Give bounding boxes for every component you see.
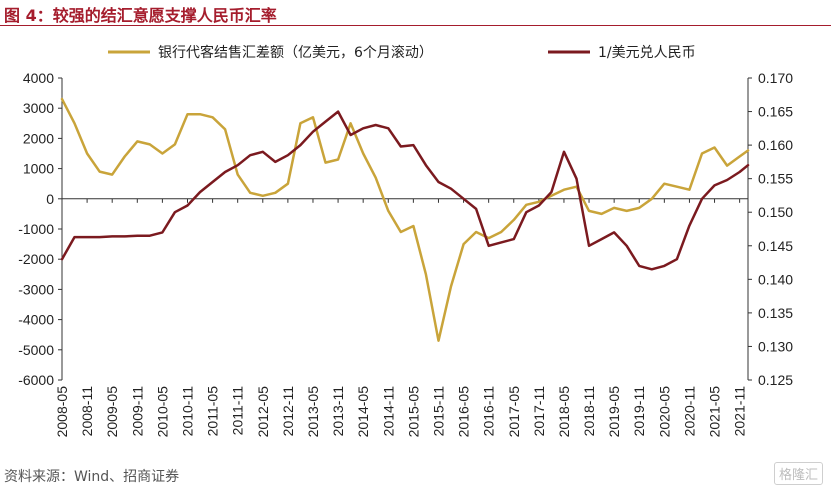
right-tick-label: 0.130 (758, 338, 793, 354)
right-tick-label: 0.135 (758, 305, 793, 321)
x-tick-label: 2009-11 (129, 386, 145, 437)
x-tick-label: 2019-11 (631, 386, 647, 437)
right-tick-label: 0.150 (758, 204, 793, 220)
legend-label: 银行代客结售汇差额（亿美元，6个月滚动） (158, 44, 433, 61)
axes: 4000 3000 2000 1000 0 -1000 -2000 -3000 -4000 -50… (18, 70, 793, 437)
right-tick-label: 0.145 (758, 238, 793, 254)
left-tick-label: 0 (46, 191, 54, 207)
x-tick-label: 2020-11 (681, 386, 697, 437)
right-tick-label: 0.155 (758, 171, 793, 187)
right-tick-label: 0.170 (758, 70, 793, 86)
right-tick-label: 0.125 (758, 372, 793, 388)
series-lines (60, 97, 750, 342)
left-tick-label: -3000 (18, 281, 54, 297)
right-tick-label: 0.160 (758, 137, 793, 153)
x-tick-label: 2015-11 (430, 386, 446, 437)
x-tick-label: 2016-05 (456, 386, 472, 438)
x-tick-label: 2008-11 (79, 386, 95, 437)
x-tick-label: 2012-05 (255, 386, 271, 438)
series-line-fx-settlement-balance (60, 97, 750, 342)
right-tick-label: 0.140 (758, 271, 793, 287)
x-tick-label: 2021-11 (732, 386, 748, 437)
left-tick-label: 2000 (23, 130, 54, 146)
source-note: 资料来源：Wind、招商证券 (4, 469, 180, 485)
left-tick-label: -4000 (18, 312, 54, 328)
left-tick-label: -1000 (18, 221, 54, 237)
watermark: 格隆汇 (773, 462, 823, 485)
x-tick-label: 2009-05 (104, 386, 120, 438)
x-tick-label: 2021-05 (707, 386, 723, 438)
x-tick-label: 2012-11 (280, 386, 296, 437)
x-tick-label: 2010-11 (179, 386, 195, 437)
x-tick-label: 2010-05 (154, 386, 170, 438)
x-tick-label: 2008-05 (54, 386, 70, 438)
legend-label: 1/美元兑人民币 (598, 45, 696, 61)
series-line-cny-rate (60, 110, 750, 271)
left-tick-label: -2000 (18, 251, 54, 267)
x-tick-label: 2017-11 (531, 386, 547, 437)
left-tick-label: 1000 (23, 161, 54, 177)
x-tick-label: 2011-11 (230, 386, 246, 436)
x-tick-label: 2013-11 (330, 386, 346, 437)
title-rule (0, 25, 831, 26)
x-tick-label: 2014-11 (380, 386, 396, 437)
left-tick-label: 4000 (23, 70, 54, 86)
x-tick-label: 2014-05 (355, 386, 371, 438)
x-tick-label: 2020-05 (656, 386, 672, 438)
legend: 银行代客结售汇差额（亿美元，6个月滚动） 1/美元兑人民币 (108, 44, 696, 61)
left-tick-label: 3000 (23, 100, 54, 116)
figure-title: 图 4：较强的结汇意愿支撑人民币汇率 (4, 6, 277, 25)
x-tick-label: 2018-05 (556, 386, 572, 438)
x-tick-label: 2011-05 (205, 386, 221, 437)
x-tick-label: 2016-11 (481, 386, 497, 437)
left-tick-label: -6000 (18, 372, 54, 388)
x-tick-label: 2015-05 (405, 386, 421, 438)
x-tick-label: 2018-11 (581, 386, 597, 437)
left-tick-label: -5000 (18, 342, 54, 358)
x-tick-label: 2019-05 (606, 386, 622, 438)
right-tick-label: 0.165 (758, 104, 793, 120)
x-tick-label: 2017-05 (506, 386, 522, 438)
x-tick-label: 2013-05 (305, 386, 321, 438)
